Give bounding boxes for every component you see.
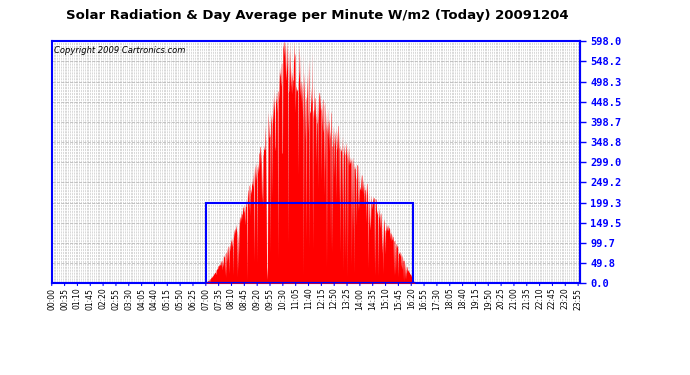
Text: 02:20: 02:20 <box>99 288 108 309</box>
Text: 05:15: 05:15 <box>163 288 172 310</box>
Text: 08:45: 08:45 <box>240 288 249 310</box>
Text: 00:35: 00:35 <box>60 288 69 310</box>
Text: 22:10: 22:10 <box>535 288 544 309</box>
Text: 22:45: 22:45 <box>548 288 557 309</box>
Text: 17:30: 17:30 <box>433 288 442 310</box>
Text: 05:50: 05:50 <box>176 288 185 310</box>
Text: 21:00: 21:00 <box>509 288 518 309</box>
Text: 14:00: 14:00 <box>355 288 364 310</box>
Text: 04:05: 04:05 <box>137 288 146 310</box>
Text: 20:25: 20:25 <box>497 288 506 309</box>
Text: 12:15: 12:15 <box>317 288 326 309</box>
Text: 21:35: 21:35 <box>522 288 531 309</box>
Text: 16:20: 16:20 <box>406 288 416 309</box>
Text: 23:55: 23:55 <box>573 288 582 310</box>
Text: 07:00: 07:00 <box>201 288 210 310</box>
Text: 01:45: 01:45 <box>86 288 95 310</box>
Text: 03:30: 03:30 <box>124 288 133 310</box>
Text: 09:20: 09:20 <box>253 288 262 310</box>
Text: 08:10: 08:10 <box>227 288 236 309</box>
Text: 13:25: 13:25 <box>342 288 351 309</box>
Text: 09:55: 09:55 <box>266 288 275 310</box>
Text: 10:30: 10:30 <box>278 288 287 310</box>
Text: 19:15: 19:15 <box>471 288 480 309</box>
Text: 16:55: 16:55 <box>420 288 428 310</box>
Text: 06:25: 06:25 <box>188 288 197 310</box>
Text: 18:40: 18:40 <box>458 288 467 309</box>
Text: 15:45: 15:45 <box>394 288 403 310</box>
Text: 18:05: 18:05 <box>445 288 454 309</box>
Bar <box>206 202 413 283</box>
Text: 19:50: 19:50 <box>484 288 493 310</box>
Text: 14:35: 14:35 <box>368 288 377 310</box>
Text: 01:10: 01:10 <box>73 288 82 309</box>
Text: 04:40: 04:40 <box>150 288 159 310</box>
Text: 07:35: 07:35 <box>214 288 223 310</box>
Text: 15:10: 15:10 <box>381 288 390 309</box>
Text: 02:55: 02:55 <box>112 288 121 310</box>
Text: Solar Radiation & Day Average per Minute W/m2 (Today) 20091204: Solar Radiation & Day Average per Minute… <box>66 9 569 22</box>
Text: 11:40: 11:40 <box>304 288 313 309</box>
Text: 12:50: 12:50 <box>330 288 339 309</box>
Text: 11:05: 11:05 <box>291 288 300 309</box>
Text: 23:20: 23:20 <box>561 288 570 309</box>
Text: Copyright 2009 Cartronics.com: Copyright 2009 Cartronics.com <box>55 46 186 55</box>
Text: 00:00: 00:00 <box>47 288 57 310</box>
